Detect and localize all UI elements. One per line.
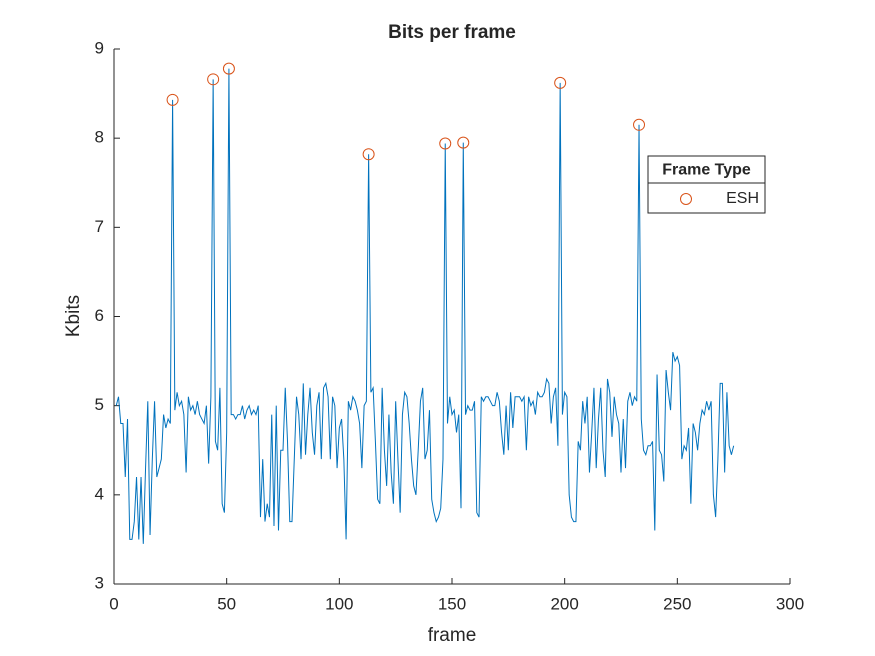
legend-box (647, 155, 766, 214)
y-axis-label: Kbits (63, 295, 84, 337)
legend-title: Frame Type (662, 162, 751, 179)
marker (222, 62, 235, 75)
x-tick-label: 150 (438, 594, 466, 613)
legend: Frame Type ESH (647, 155, 766, 214)
y-tick-label: 7 (95, 217, 104, 236)
marker (207, 73, 220, 86)
y-tick-label: 8 (95, 128, 104, 147)
x-tick-label: 300 (776, 594, 804, 613)
marker (633, 118, 646, 131)
x-tick-label: 250 (663, 594, 691, 613)
y-tick-label: 6 (95, 306, 104, 325)
x-tick-label: 100 (325, 594, 353, 613)
x-tick-label: 200 (550, 594, 578, 613)
legend-marker (680, 193, 692, 205)
chart-title: Bits per frame (388, 22, 516, 43)
x-tick-label: 0 (109, 594, 118, 613)
y-tick-label: 3 (95, 573, 104, 592)
y-tick-label: 9 (95, 38, 104, 57)
marker (439, 137, 452, 150)
marker (457, 136, 470, 149)
marker (166, 93, 179, 106)
x-axis-label: frame (428, 625, 477, 646)
y-tick-label: 4 (95, 484, 104, 503)
marker (362, 148, 375, 161)
data-line (115, 68, 735, 544)
marker (554, 76, 567, 89)
x-tick-label: 50 (217, 594, 236, 613)
legend-label: ESH (726, 190, 759, 207)
y-tick-label: 5 (95, 395, 104, 414)
